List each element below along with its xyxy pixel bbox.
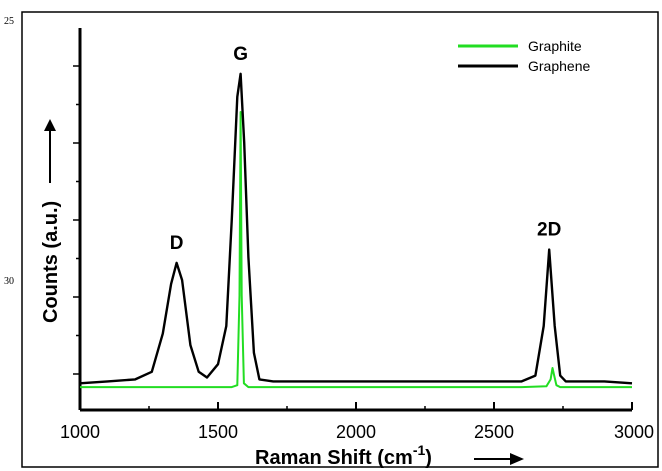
x-tick-label: 2500 (474, 422, 514, 442)
y-axis-ticks (73, 65, 80, 375)
y-axis-title: Counts (a.u.) (40, 201, 62, 323)
x-axis-title-close: ) (425, 447, 432, 469)
x-axis-arrow-head (510, 453, 524, 465)
x-tick-label: 2000 (336, 422, 376, 442)
x-axis-ticks: 1000 1500 2000 2500 3000 (60, 402, 654, 442)
x-tick-label: 1500 (198, 422, 238, 442)
series-layer (79, 72, 633, 389)
peak-label-2d: 2D (537, 220, 561, 241)
x-tick-label: 1000 (60, 422, 100, 442)
x-axis-title-main: Raman Shift (cm (255, 447, 413, 469)
margin-number-top: 25 (4, 16, 14, 27)
peak-annotations: D G 2D (170, 44, 562, 254)
series-line-graphite (80, 111, 632, 389)
legend-label-graphite: Graphite (528, 38, 582, 54)
y-axis-arrow-head (44, 119, 56, 131)
x-axis-title-superscript: -1 (413, 442, 426, 458)
margin-number-middle: 30 (4, 276, 14, 287)
x-tick-label: 3000 (614, 422, 654, 442)
outer-frame (21, 11, 659, 468)
series-line-graphene (79, 72, 633, 385)
y-axis-title-group: Counts (a.u.) (40, 119, 62, 323)
legend-label-graphene: Graphene (528, 58, 590, 74)
peak-label-d: D (170, 233, 184, 254)
x-axis-title-group: Raman Shift (cm-1) (255, 442, 524, 469)
legend: Graphite Graphene (458, 38, 590, 74)
peak-label-g: G (233, 44, 248, 65)
x-axis-title: Raman Shift (cm-1) (255, 442, 432, 469)
